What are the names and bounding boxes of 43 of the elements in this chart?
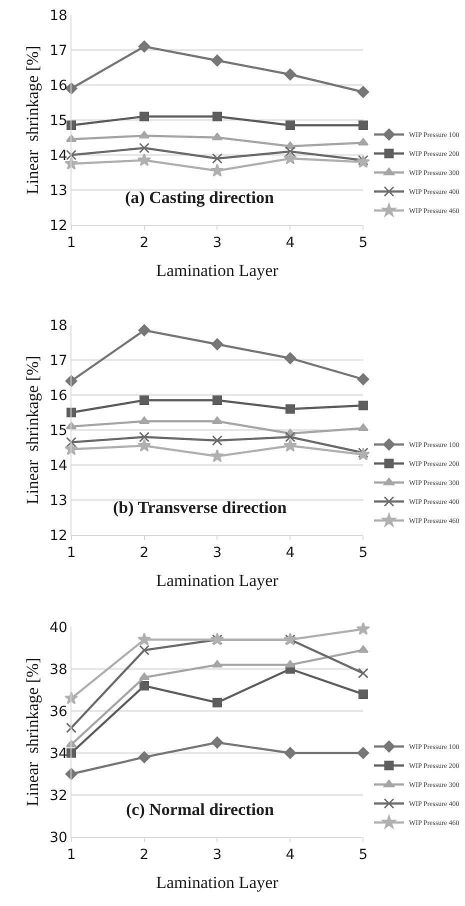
y-tick-label: 36: [50, 704, 68, 720]
x-tick-label: 5: [358, 234, 368, 251]
y-tick-label: 18: [50, 318, 68, 334]
x-axis-title: Lamination Layer: [156, 261, 279, 280]
y-tick-label: 16: [50, 388, 68, 404]
x-tick-label: 2: [140, 544, 149, 561]
x-tick-label: 2: [140, 846, 149, 863]
y-tick-label: 38: [50, 662, 68, 678]
y-tick-label: 32: [50, 788, 68, 804]
y-tick-label: 12: [50, 218, 68, 234]
x-tick-label: 1: [66, 234, 76, 251]
x-axis-title: Lamination Layer: [156, 873, 279, 892]
y-tick-label: 12: [50, 528, 68, 544]
x-tick-label: 4: [286, 544, 295, 561]
y-tick-label: 15: [50, 112, 68, 129]
y-tick-label: 16: [50, 78, 68, 94]
x-tick-label: 1: [66, 544, 76, 561]
y-axis-title: Linear shrinkage [%]: [23, 658, 42, 806]
y-tick-label: 18: [50, 8, 68, 24]
x-tick-label: 5: [358, 544, 368, 561]
x-tick-label: 2: [140, 234, 149, 251]
x-tick-label: 3: [212, 234, 222, 251]
x-tick-label: 4: [286, 234, 295, 251]
y-tick-label: 13: [50, 182, 68, 199]
y-tick-label: 40: [50, 620, 68, 636]
y-tick-label: 15: [50, 422, 68, 439]
x-axis-title: Lamination Layer: [156, 571, 279, 590]
y-tick-label: 13: [50, 492, 68, 509]
y-tick-label: 14: [50, 148, 68, 164]
x-tick-label: 4: [286, 846, 295, 863]
x-tick-label: 1: [66, 846, 76, 863]
annotation: (c) Normal direction: [126, 800, 274, 819]
y-axis-title: Linear shrinkage [%]: [23, 46, 42, 194]
y-tick-label: 30: [50, 830, 68, 846]
x-tick-label: 3: [212, 846, 222, 863]
y-axis-title: Linear shrinkage [%]: [23, 356, 42, 504]
x-tick-label: 5: [358, 846, 368, 863]
y-tick-label: 17: [50, 352, 68, 369]
annotation: (b) Transverse direction: [113, 498, 288, 517]
x-tick-label: 3: [212, 544, 222, 561]
annotation: (a) Casting direction: [125, 188, 274, 207]
y-tick-label: 14: [50, 458, 68, 474]
y-tick-label: 17: [50, 42, 68, 59]
